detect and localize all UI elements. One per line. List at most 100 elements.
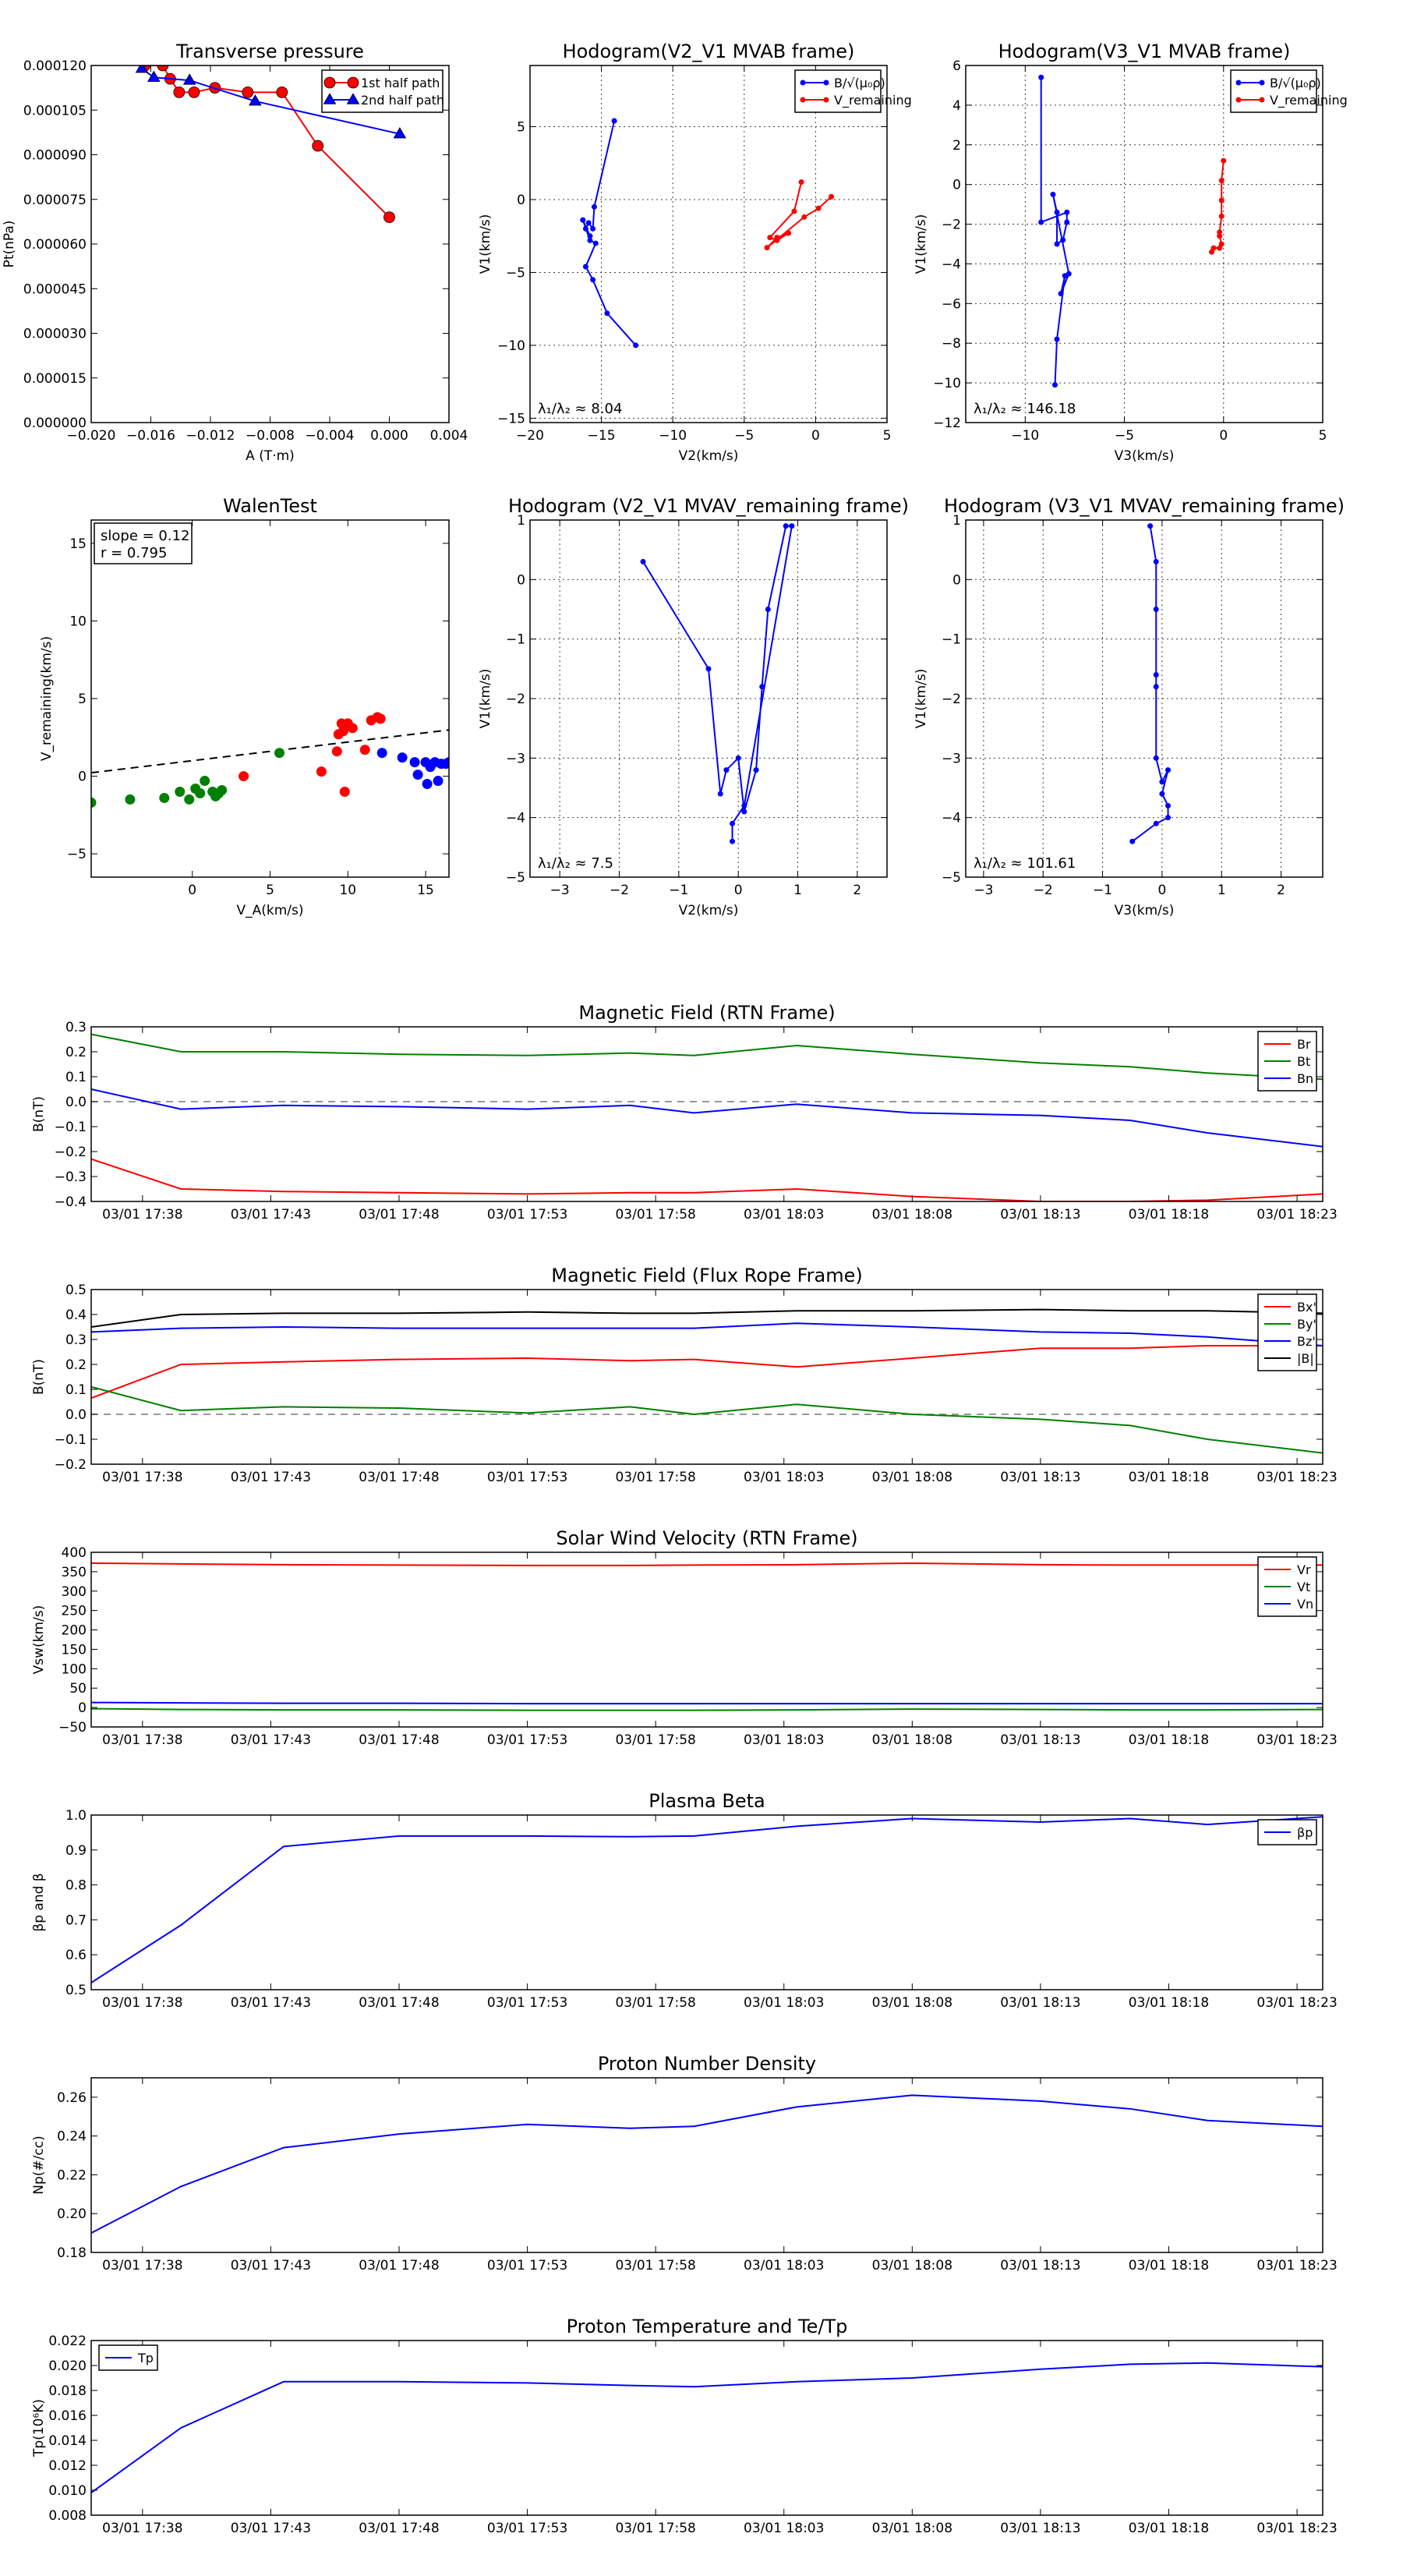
chart-title: Hodogram (V3_V1 MVAV_remaining frame) <box>944 495 1345 517</box>
data-point <box>590 277 596 283</box>
legend-marker <box>1235 97 1242 103</box>
legend-label: |B| <box>1297 1351 1314 1366</box>
y-tick-label: 0.5 <box>65 1283 87 1298</box>
axes: 03/01 17:38 03/01 17:43 03/01 17:48 03/01 1… <box>55 1283 1338 1485</box>
chart-title: Transverse pressure <box>175 41 364 62</box>
x-tick-label: 03/01 17:58 <box>615 2258 695 2273</box>
series-line <box>91 2362 1323 2494</box>
data-point <box>1221 157 1227 164</box>
legend-item: B/√(μ₀ρ) <box>800 76 885 90</box>
data-point <box>759 684 765 690</box>
x-tick-label: −3 <box>550 883 570 898</box>
axes: −3 −2 −1 0 1 2 −5 −4 −3 −2 −1 0 1 <box>506 513 887 898</box>
y-axis-label: V_remaining(km/s) <box>39 636 55 761</box>
series-v-remaining <box>764 179 835 251</box>
series-0 <box>640 523 795 844</box>
legend-marker <box>1235 80 1242 86</box>
chart-vsw: 03/01 17:38 03/01 17:43 03/01 17:48 03/01 1… <box>31 1527 1338 1748</box>
x-tick-label: 03/01 18:03 <box>744 1995 824 2011</box>
legend-marker <box>823 97 829 103</box>
data-point <box>173 86 186 98</box>
chart-h1: −20 −15 −10 −5 0 5 −15 −10 −5 0 5 Hodogram(V2_V1 MV… <box>478 41 912 464</box>
chart-title: Hodogram(V3_V1 MVAB frame) <box>998 41 1291 62</box>
y-tick-label: 0.000105 <box>23 103 87 119</box>
plot-frame <box>90 1552 1323 1728</box>
legend-item: Bt <box>1264 1054 1310 1069</box>
y-tick-label: 1 <box>517 513 525 529</box>
x-tick-label: 03/01 18:13 <box>1000 1732 1080 1748</box>
series-bz- <box>91 1322 1323 1346</box>
x-tick-label: 03/01 17:53 <box>487 2258 567 2273</box>
legend: Tp <box>98 2344 158 2371</box>
y-tick-label: −12 <box>933 416 961 431</box>
series-bt <box>91 1033 1323 1081</box>
axes: −0.020 −0.016 −0.012 −0.008 −0.004 0.000 0.004… <box>23 58 468 444</box>
x-tick-label: 03/01 18:18 <box>1129 1995 1209 2011</box>
y-tick-label: 0.5 <box>65 1983 87 1998</box>
data-point <box>1153 684 1159 690</box>
data-point <box>433 776 444 787</box>
plot-frame <box>529 65 888 423</box>
data-point <box>585 220 592 226</box>
legend-marker <box>346 93 360 104</box>
y-tick-label: 0.0 <box>65 1407 87 1423</box>
x-tick-label: 03/01 17:38 <box>102 2258 182 2273</box>
y-tick-label: 1.0 <box>65 1808 87 1824</box>
data-point <box>175 786 186 797</box>
data-point <box>591 203 597 210</box>
data-point <box>359 745 370 755</box>
chart-title: Solar Wind Velocity (RTN Frame) <box>556 1527 857 1549</box>
plot-area <box>966 65 1323 423</box>
legend-label: Br <box>1297 1037 1311 1052</box>
series-by- <box>91 1385 1323 1454</box>
x-tick-label: 10 <box>339 883 356 898</box>
data-point <box>791 208 797 214</box>
chart-title: Proton Number Density <box>598 2053 816 2075</box>
data-point <box>242 86 254 98</box>
data-point <box>1153 755 1159 761</box>
y-tick-label: −4 <box>942 811 961 826</box>
legend-marker <box>1259 97 1265 103</box>
y-axis-label: V1(km/s) <box>914 214 929 274</box>
x-tick-label: 0.004 <box>430 428 468 444</box>
y-tick-label: 0.016 <box>48 2408 87 2424</box>
y-tick-label: 0.018 <box>48 2383 87 2399</box>
stats-text: r = 0.795 <box>101 545 167 561</box>
y-tick-label: 0.2 <box>65 1045 87 1060</box>
y-tick-label: 0.26 <box>57 2090 87 2106</box>
chart-title: Magnetic Field (Flux Rope Frame) <box>551 1265 862 1286</box>
chart-title: Proton Temperature and Te/Tp <box>567 2316 848 2337</box>
series-2 <box>376 748 449 790</box>
x-tick-label: 03/01 17:53 <box>487 1732 567 1748</box>
data-point <box>774 235 780 241</box>
y-tick-label: 0.000015 <box>23 371 87 387</box>
data-point <box>801 214 808 220</box>
y-tick-label: −6 <box>942 296 961 312</box>
y-axis-label: V1(km/s) <box>478 669 493 729</box>
series-line <box>91 1088 1323 1148</box>
series-line <box>642 525 793 842</box>
data-point <box>741 809 747 815</box>
x-tick-label: 03/01 17:48 <box>359 2258 439 2273</box>
legend-label: Bx' <box>1297 1300 1316 1315</box>
y-tick-label: 0.24 <box>57 2129 87 2145</box>
axes: 03/01 17:38 03/01 17:43 03/01 17:48 03/01 1… <box>65 1808 1338 2011</box>
x-tick-label: 0 <box>188 883 196 898</box>
legend: Bx' By' Bz' |B| <box>1257 1293 1317 1371</box>
legend-box <box>794 69 882 113</box>
series-bx- <box>91 1345 1323 1399</box>
y-tick-label: −4 <box>942 257 961 272</box>
chart-title: Plasma Beta <box>648 1790 765 1812</box>
x-tick-label: 03/01 18:08 <box>872 1470 952 1485</box>
data-point <box>730 838 736 844</box>
y-tick-label: 0.000045 <box>23 281 87 297</box>
y-tick-label: 0.8 <box>65 1878 87 1894</box>
data-point <box>276 86 288 98</box>
series--p <box>91 1816 1323 1983</box>
y-tick-label: −3 <box>942 751 961 766</box>
series-0 <box>91 2094 1323 2234</box>
x-tick-label: −0.020 <box>67 428 116 444</box>
y-tick-label: 0 <box>78 770 87 785</box>
x-tick-label: 03/01 17:43 <box>231 1207 311 1223</box>
